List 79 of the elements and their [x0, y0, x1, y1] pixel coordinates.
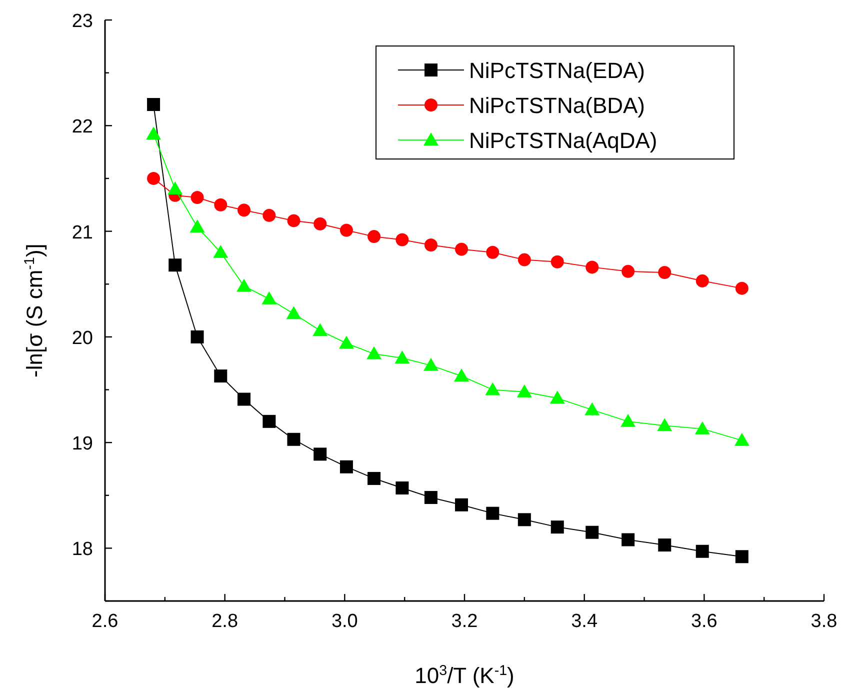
x-tick-label: 3.0: [331, 611, 358, 632]
point: [735, 282, 748, 295]
point: [518, 513, 531, 526]
y-tick-label: 18: [72, 539, 93, 560]
point: [366, 346, 382, 360]
point: [147, 98, 160, 112]
point: [696, 544, 709, 558]
point: [584, 402, 600, 416]
y-tick-label: 21: [72, 222, 93, 244]
point: [394, 350, 410, 364]
point: [734, 432, 750, 446]
point: [190, 330, 204, 344]
point: [147, 172, 160, 185]
point: [338, 336, 354, 349]
point: [340, 224, 353, 237]
point: [455, 498, 468, 512]
point: [586, 526, 599, 539]
point: [516, 384, 532, 398]
point: [238, 204, 251, 217]
point: [486, 246, 500, 259]
x-tick-label: 3.2: [451, 611, 478, 632]
point: [518, 253, 531, 266]
point: [550, 520, 564, 534]
point: [214, 369, 228, 382]
point: [262, 414, 276, 428]
point: [696, 274, 709, 288]
point: [396, 233, 409, 246]
point: [423, 358, 438, 371]
point: [340, 460, 353, 474]
y-tick-label: 20: [72, 328, 93, 349]
point: [657, 418, 672, 432]
point: [455, 242, 468, 256]
point: [190, 190, 204, 204]
point: [287, 432, 300, 446]
point: [396, 481, 409, 494]
point: [658, 538, 672, 552]
x-axis-title: 10$^{3}$/T (K$^{-1}$): [414, 663, 514, 688]
point: [620, 414, 636, 427]
point: [735, 550, 748, 564]
point: [262, 208, 276, 222]
point: [168, 182, 183, 195]
x-tick-label: 3.6: [690, 611, 718, 632]
legend-label: NiPcTSTNa(EDA): [469, 58, 646, 83]
point: [485, 382, 500, 396]
legend-label: NiPcTSTNa(BDA): [469, 93, 646, 118]
y-tick-label: 23: [72, 11, 93, 32]
point: [262, 291, 277, 304]
x-tick-label: 2.8: [212, 611, 238, 632]
y-tick-label: 22: [72, 116, 93, 138]
point: [424, 238, 438, 252]
point: [213, 244, 228, 258]
point: [238, 392, 251, 406]
point: [424, 490, 438, 504]
point: [368, 472, 381, 485]
point: [314, 448, 327, 461]
point: [368, 230, 381, 244]
y-tick-label: 19: [72, 434, 93, 455]
point: [314, 217, 327, 230]
point: [622, 264, 635, 278]
point: [622, 533, 635, 546]
point: [236, 278, 252, 292]
point: [190, 220, 205, 233]
point: [286, 306, 302, 320]
x-tick-label: 2.6: [92, 611, 118, 632]
point: [214, 198, 228, 212]
point: [454, 368, 470, 382]
point: [287, 214, 300, 228]
point: [486, 506, 500, 520]
x-tick-label: 3.4: [571, 611, 598, 632]
x-tick-label: 3.8: [810, 611, 838, 632]
point: [694, 421, 710, 434]
point: [168, 258, 182, 272]
point: [550, 255, 564, 268]
point: [146, 126, 162, 140]
point: [586, 260, 599, 274]
point: [312, 323, 328, 336]
point: [550, 390, 565, 404]
point: [658, 266, 672, 279]
legend-label: NiPcTSTNa(AqDA): [469, 128, 658, 153]
